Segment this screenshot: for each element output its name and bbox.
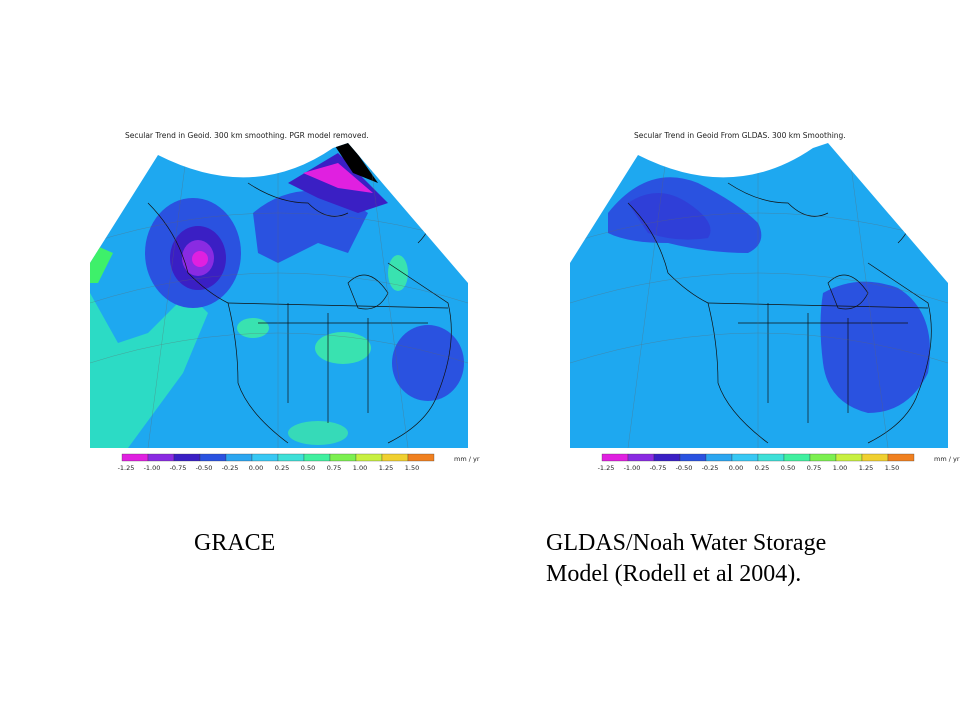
grace-map-panel: Secular Trend in Geoid. 300 km smoothing… [88,125,480,480]
colorbar-swatch [147,453,175,462]
colorbar-tick-label: -0.25 [222,464,239,472]
blue-anomaly-east [392,325,464,401]
colorbar-swatch [355,453,383,462]
colorbar-tick-label: -0.75 [170,464,187,472]
colorbar-tick-label: 0.00 [729,464,743,472]
colorbar-tick-label: 0.75 [327,464,341,472]
colorbar-swatch [199,453,227,462]
colorbar-tick-label: -1.00 [624,464,641,472]
colorbar-swatch [277,453,305,462]
colorbar-tick-label: -1.00 [144,464,161,472]
colorbar-swatch [705,453,733,462]
gldas-caption: GLDAS/Noah Water Storage Model (Rodell e… [546,528,946,590]
colorbar-swatch [783,453,811,462]
colorbar-tick-label: 1.00 [353,464,367,472]
colorbar-swatch [627,453,655,462]
colorbar-tick-label: 1.00 [833,464,847,472]
colorbar-swatch [251,453,279,462]
colorbar-swatch [757,453,785,462]
colorbar-tick-label: 0.25 [755,464,769,472]
colorbar-swatch [381,453,409,462]
colorbar-tick-label: 1.25 [859,464,873,472]
colorbar-swatch [835,453,863,462]
blue-anomaly-east [820,281,930,413]
colorbar-tick-label: -1.25 [118,464,135,472]
colorbar-unit-label: mm / yr [454,455,480,463]
colorbar-tick-label: 0.75 [807,464,821,472]
gldas-caption-line-1: GLDAS/Noah Water Storage [546,530,827,556]
gldas-map [570,143,948,448]
colorbar-swatch [601,453,629,462]
colorbar-swatch [861,453,889,462]
colorbar-tick-label: 0.25 [275,464,289,472]
grace-colorbar: -1.25 -1.00 -0.75 -0.50 -0.25 0.00 0.25 0.50 0.7… [118,453,480,472]
colorbar-tick-label: 1.50 [885,464,899,472]
grace-map-title: Secular Trend in Geoid. 300 km smoothing… [125,131,369,140]
colorbar-swatch [679,453,707,462]
grace-map [90,143,468,448]
colorbar-tick-label: -0.25 [702,464,719,472]
colorbar-unit-label: mm / yr [934,455,960,463]
colorbar-swatch [653,453,681,462]
colorbar-tick-label: -0.75 [650,464,667,472]
colorbar-swatch [173,453,201,462]
gldas-caption-line-2: Model (Rodell et al 2004). [546,561,802,587]
green-anomaly-west [90,293,208,448]
colorbar-swatch [329,453,357,462]
colorbar-tick-label: 0.50 [781,464,795,472]
colorbar-tick-label: -1.25 [598,464,615,472]
colorbar-swatch [731,453,759,462]
colorbar-swatch [887,453,915,462]
gldas-map-panel: Secular Trend in Geoid From GLDAS. 300 k… [568,125,960,480]
colorbar-swatch [809,453,837,462]
colorbar-tick-label: -0.50 [676,464,693,472]
blue-anomaly-north [253,190,368,263]
colorbar-swatch [225,453,253,462]
colorbar-tick-label: 0.50 [301,464,315,472]
colorbar-swatch [303,453,331,462]
colorbar-tick-label: 1.25 [379,464,393,472]
gldas-map-title: Secular Trend in Geoid From GLDAS. 300 k… [634,131,846,140]
colorbar-tick-label: -0.50 [196,464,213,472]
colorbar-swatch [121,453,149,462]
colorbar-tick-label: 1.50 [405,464,419,472]
colorbar-swatch [407,453,435,462]
green-anomaly-central [315,332,371,364]
colorbar-tick-label: 0.00 [249,464,263,472]
grace-caption: GRACE [194,530,276,556]
gldas-colorbar: -1.25 -1.00 -0.75 -0.50 -0.25 0.00 0.25 0.50 0.7… [598,453,960,472]
